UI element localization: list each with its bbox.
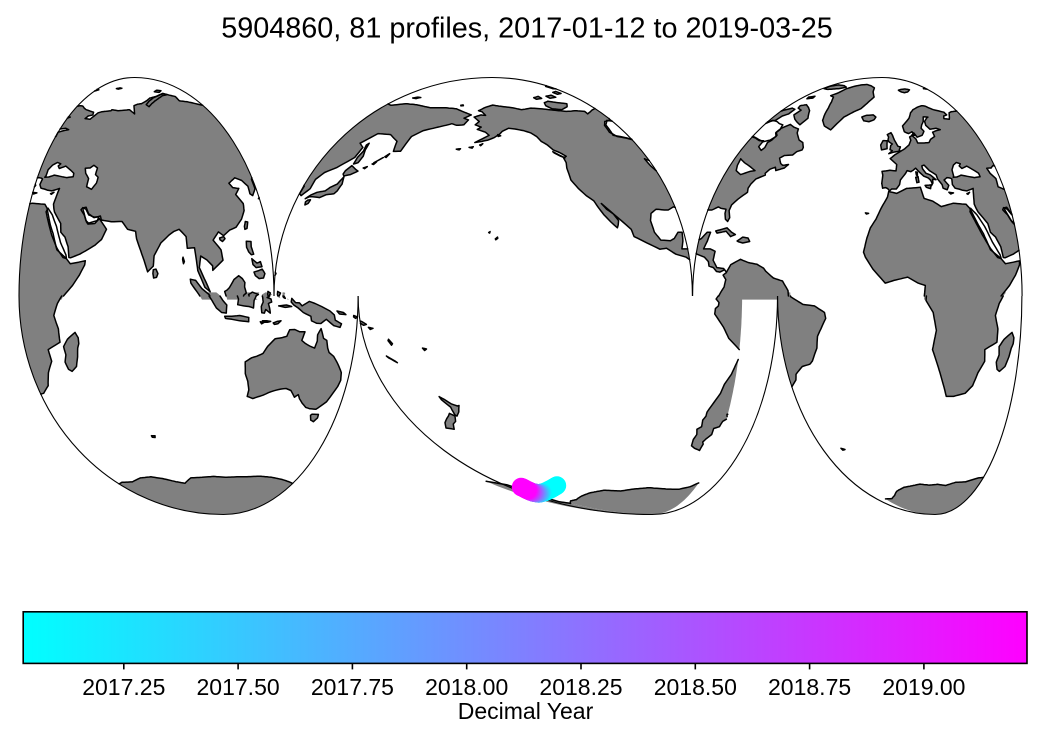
svg-text:2018.75: 2018.75	[768, 674, 851, 700]
svg-text:2018.00: 2018.00	[425, 674, 508, 700]
svg-text:2017.75: 2017.75	[311, 674, 394, 700]
svg-text:2018.25: 2018.25	[539, 674, 622, 700]
svg-text:Decimal Year: Decimal Year	[458, 698, 594, 724]
svg-text:5904860, 81 profiles, 2017-01-: 5904860, 81 profiles, 2017-01-12 to 2019…	[221, 13, 833, 45]
svg-text:2017.50: 2017.50	[197, 674, 280, 700]
svg-text:2018.50: 2018.50	[654, 674, 737, 700]
svg-text:2017.25: 2017.25	[82, 674, 165, 700]
svg-text:2019.00: 2019.00	[882, 674, 965, 700]
